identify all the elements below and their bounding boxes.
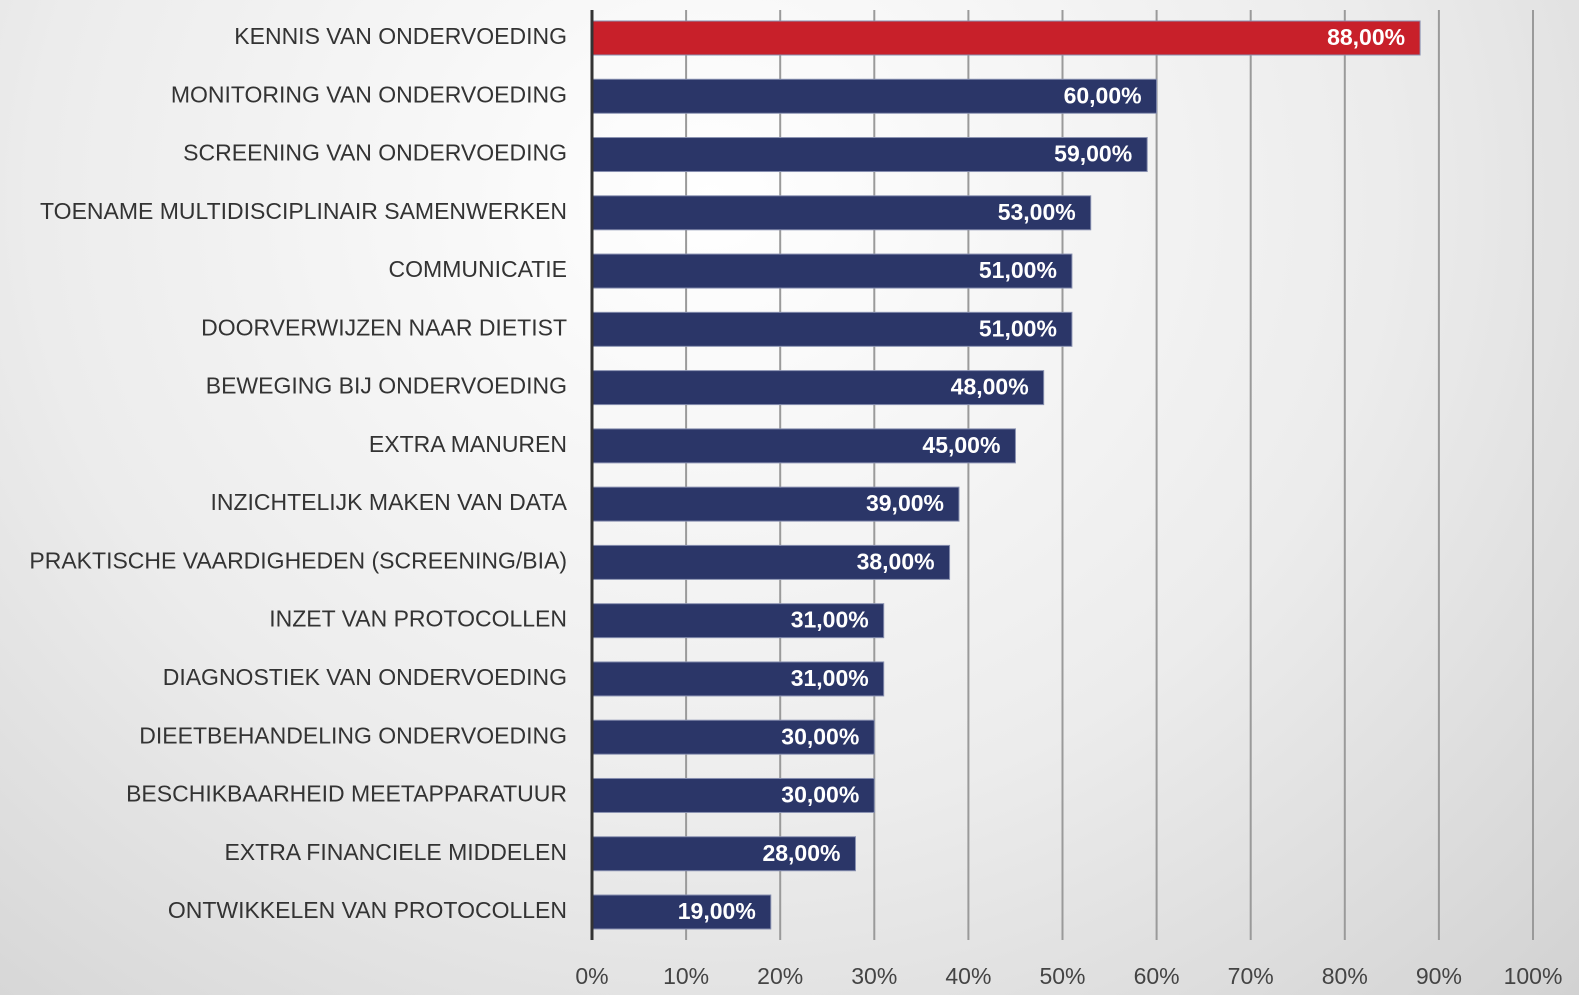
value-label: 51,00%: [979, 257, 1057, 283]
y-tick-label: MONITORING VAN ONDERVOEDING: [171, 81, 567, 107]
x-tick-label: 20%: [757, 963, 803, 989]
y-tick-label: COMMUNICATIE: [389, 256, 567, 282]
x-tick-label: 30%: [851, 963, 897, 989]
y-tick-label: ONTWIKKELEN VAN PROTOCOLLEN: [168, 897, 567, 923]
value-label: 28,00%: [762, 840, 840, 866]
value-label: 30,00%: [781, 723, 859, 749]
x-tick-label: 80%: [1322, 963, 1368, 989]
y-tick-label: TOENAME MULTIDISCIPLINAIR SAMENWERKEN: [40, 198, 567, 224]
y-tick-label: BEWEGING BIJ ONDERVOEDING: [206, 373, 567, 399]
x-tick-label: 10%: [663, 963, 709, 989]
value-label: 38,00%: [857, 548, 935, 574]
bar: [591, 661, 885, 697]
bar: [591, 894, 772, 930]
bar: [591, 486, 960, 522]
y-tick-label: EXTRA MANUREN: [369, 431, 567, 457]
y-tick-label: DIEETBEHANDELING ONDERVOEDING: [139, 722, 567, 748]
y-tick-label: SCREENING VAN ONDERVOEDING: [183, 140, 567, 166]
value-label: 48,00%: [951, 374, 1029, 400]
x-tick-label: 70%: [1228, 963, 1274, 989]
y-tick-label: DIAGNOSTIEK VAN ONDERVOEDING: [163, 664, 567, 690]
value-label: 59,00%: [1054, 141, 1132, 167]
x-tick-label: 100%: [1504, 963, 1563, 989]
bar: [591, 78, 1158, 114]
bar: [591, 777, 875, 813]
bar: [591, 428, 1016, 464]
value-label: 51,00%: [979, 315, 1057, 341]
bar: [591, 370, 1045, 406]
bar: [591, 603, 885, 639]
x-tick-label: 60%: [1134, 963, 1180, 989]
y-tick-label: KENNIS VAN ONDERVOEDING: [234, 23, 567, 49]
bar: [591, 253, 1073, 289]
value-label: 45,00%: [922, 432, 1000, 458]
y-tick-label: DOORVERWIJZEN NAAR DIETIST: [201, 314, 567, 340]
y-tick-label: INZET VAN PROTOCOLLEN: [269, 606, 567, 632]
y-tick-label: EXTRA FINANCIELE MIDDELEN: [224, 839, 567, 865]
x-tick-label: 0%: [575, 963, 608, 989]
value-label: 19,00%: [678, 898, 756, 924]
value-label: 88,00%: [1327, 24, 1405, 50]
value-label: 60,00%: [1064, 82, 1142, 108]
value-label: 31,00%: [791, 607, 869, 633]
value-label: 31,00%: [791, 665, 869, 691]
x-tick-label: 40%: [945, 963, 991, 989]
value-label: 30,00%: [781, 782, 859, 808]
y-tick-label: PRAKTISCHE VAARDIGHEDEN (SCREENING/BIA): [29, 547, 567, 573]
x-tick-label: 90%: [1416, 963, 1462, 989]
value-label: 53,00%: [998, 199, 1076, 225]
x-tick-label: 50%: [1039, 963, 1085, 989]
bar: [591, 137, 1148, 173]
bar: [591, 836, 856, 872]
bar: [591, 311, 1073, 347]
bar: [591, 20, 1421, 56]
value-label: 39,00%: [866, 490, 944, 516]
y-tick-label: BESCHIKBAARHEID MEETAPPARATUUR: [126, 781, 567, 807]
bar: [591, 719, 875, 755]
bar: [591, 544, 951, 580]
y-tick-label: INZICHTELIJK MAKEN VAN DATA: [210, 489, 567, 515]
